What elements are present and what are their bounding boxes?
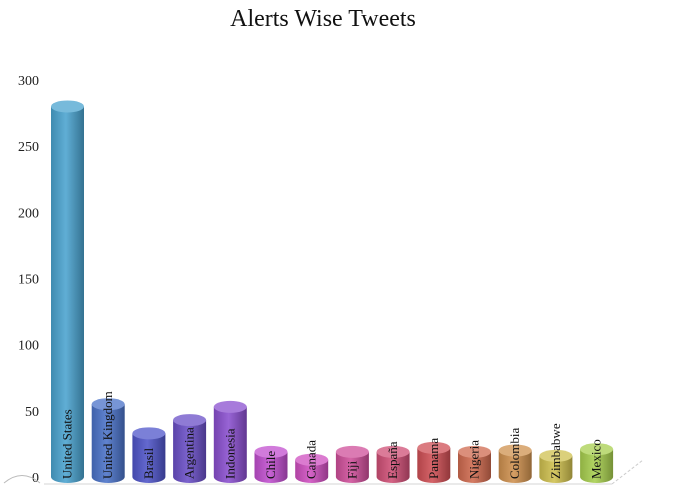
bar-body bbox=[173, 420, 207, 483]
bar-top bbox=[539, 449, 573, 462]
bar-body bbox=[335, 451, 369, 483]
bar-body bbox=[458, 451, 491, 483]
bar bbox=[213, 400, 247, 483]
bar-top bbox=[173, 414, 207, 427]
bars bbox=[51, 100, 614, 483]
category-label: Fiji bbox=[344, 461, 359, 479]
bar-top bbox=[295, 453, 329, 466]
bar-body bbox=[376, 451, 410, 483]
bar-body bbox=[213, 406, 247, 483]
bar-body bbox=[580, 449, 614, 483]
category-label: Nigeria bbox=[467, 440, 482, 479]
bar-top bbox=[335, 445, 369, 458]
bar-body bbox=[132, 433, 166, 483]
category-label: Argentina bbox=[182, 427, 197, 479]
bar-top bbox=[498, 444, 532, 457]
category-label: Panama bbox=[426, 438, 441, 479]
bar-top bbox=[376, 445, 410, 458]
floor-curve bbox=[3, 475, 41, 484]
bar bbox=[51, 100, 84, 483]
y-tick-label: 100 bbox=[18, 339, 39, 354]
bar-top bbox=[458, 445, 491, 458]
bar bbox=[173, 414, 207, 483]
bar bbox=[498, 444, 532, 483]
category-label: Mexico bbox=[589, 439, 604, 479]
y-tick-label: 300 bbox=[18, 74, 39, 89]
category-label: Colombia bbox=[507, 427, 522, 479]
bar-top bbox=[580, 443, 614, 456]
bar-body bbox=[498, 450, 532, 483]
category-labels: United States United Kingdom Brasil Argenti… bbox=[60, 391, 604, 479]
category-label: United Kingdom bbox=[100, 391, 115, 479]
bar bbox=[335, 445, 369, 483]
category-label: Zimbabwe bbox=[548, 423, 563, 479]
bar bbox=[132, 427, 166, 483]
bar bbox=[458, 445, 491, 483]
bar-body bbox=[254, 451, 288, 483]
category-label: Chile bbox=[263, 451, 278, 479]
y-tick-label: 200 bbox=[18, 206, 39, 221]
bar-top bbox=[91, 398, 125, 411]
bar bbox=[417, 441, 451, 483]
category-label: Brasil bbox=[141, 448, 156, 479]
category-label: Indonesia bbox=[222, 428, 237, 479]
y-tick-label: 250 bbox=[18, 140, 39, 155]
bar-body bbox=[91, 404, 125, 483]
category-label: United States bbox=[60, 409, 75, 479]
y-tick-label: 0 bbox=[32, 471, 39, 486]
bar bbox=[91, 398, 125, 483]
bar-body bbox=[417, 447, 451, 483]
floor-edge bbox=[611, 459, 644, 485]
bar-body bbox=[51, 106, 84, 483]
bar-top bbox=[213, 400, 247, 413]
bar bbox=[580, 443, 614, 483]
y-tick-label: 150 bbox=[18, 273, 39, 288]
bar-body bbox=[295, 459, 329, 483]
bar-top bbox=[254, 445, 288, 458]
chart-title: Alerts Wise Tweets bbox=[230, 6, 416, 32]
bar bbox=[376, 445, 410, 483]
bar-top bbox=[51, 100, 84, 113]
y-axis: 0 50 100 150 200 250 300 bbox=[18, 74, 39, 486]
bar-top bbox=[132, 427, 166, 440]
bar bbox=[539, 449, 573, 483]
bar bbox=[295, 453, 329, 483]
y-tick-label: 50 bbox=[25, 405, 39, 420]
category-label: Canada bbox=[304, 440, 319, 479]
bar bbox=[254, 445, 288, 483]
bar-top bbox=[417, 441, 451, 454]
bar-body bbox=[539, 455, 573, 483]
chart-floor bbox=[3, 459, 644, 485]
category-label: España bbox=[385, 441, 400, 479]
